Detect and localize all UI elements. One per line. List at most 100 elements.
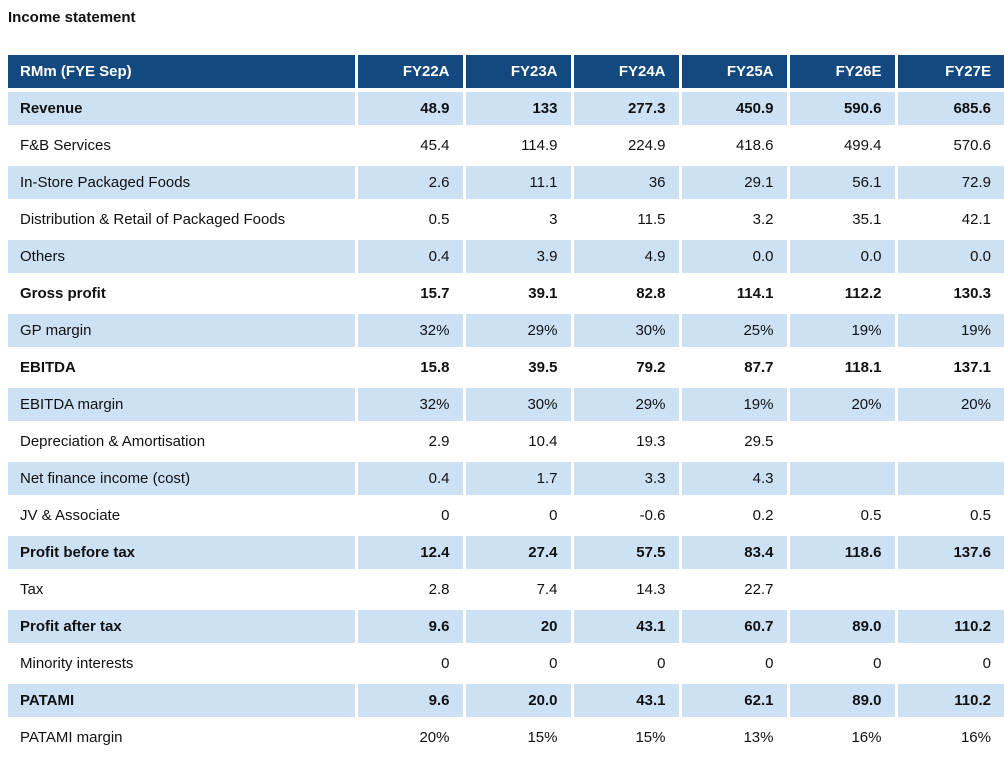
cell-value: 110.2 <box>894 682 1004 721</box>
table-row: Revenue 48.9 133 277.3 450.9 590.6 685.6 <box>8 90 1004 129</box>
cell-value: 0 <box>354 645 464 684</box>
cell-value: 20.0 <box>462 682 572 721</box>
cell-value: 0 <box>678 645 788 684</box>
cell-value: 16% <box>894 719 1004 758</box>
cell-value: 29% <box>570 386 680 425</box>
cell-value: 114.1 <box>678 275 788 314</box>
row-label: Minority interests <box>8 645 356 684</box>
row-label: GP margin <box>8 312 356 351</box>
cell-value <box>894 460 1004 499</box>
table-row: Profit before tax 12.4 27.4 57.5 83.4 118.6 13… <box>8 534 1004 573</box>
cell-value: 42.1 <box>894 201 1004 240</box>
cell-value: 0.4 <box>354 460 464 499</box>
cell-value: 0 <box>786 645 896 684</box>
row-label: Others <box>8 238 356 277</box>
cell-value: 57.5 <box>570 534 680 573</box>
cell-value: 133 <box>462 90 572 129</box>
cell-value: 10.4 <box>462 423 572 462</box>
column-header: FY25A <box>678 55 788 92</box>
cell-value: 89.0 <box>786 682 896 721</box>
cell-value: 20% <box>894 386 1004 425</box>
cell-value: 0.5 <box>354 201 464 240</box>
table-row: In-Store Packaged Foods 2.6 11.1 36 29.1 56.1… <box>8 164 1004 203</box>
cell-value: 15% <box>570 719 680 758</box>
table-row: F&B Services 45.4 114.9 224.9 418.6 499.4 570.… <box>8 127 1004 166</box>
cell-value: 0 <box>354 497 464 536</box>
cell-value: 43.1 <box>570 682 680 721</box>
cell-value: 20% <box>786 386 896 425</box>
cell-value: 450.9 <box>678 90 788 129</box>
cell-value: 19.3 <box>570 423 680 462</box>
cell-value: 32% <box>354 386 464 425</box>
row-label: Distribution & Retail of Packaged Foods <box>8 201 356 240</box>
cell-value: 1.7 <box>462 460 572 499</box>
cell-value: 11.5 <box>570 201 680 240</box>
row-label: Profit before tax <box>8 534 356 573</box>
cell-value: 11.1 <box>462 164 572 203</box>
cell-value: 137.1 <box>894 349 1004 388</box>
cell-value: 83.4 <box>678 534 788 573</box>
table-row: Gross profit 15.7 39.1 82.8 114.1 112.2 130.3 <box>8 275 1004 314</box>
cell-value: 0 <box>894 645 1004 684</box>
cell-value: 19% <box>894 312 1004 351</box>
cell-value: 15% <box>462 719 572 758</box>
cell-value: 72.9 <box>894 164 1004 203</box>
cell-value: 25% <box>678 312 788 351</box>
column-header: FY27E <box>894 55 1004 92</box>
cell-value: 0 <box>570 645 680 684</box>
table-row: Profit after tax 9.6 20 43.1 60.7 89.0 110.2 <box>8 608 1004 647</box>
cell-value: 15.7 <box>354 275 464 314</box>
cell-value <box>894 423 1004 462</box>
row-label: JV & Associate <box>8 497 356 536</box>
cell-value: 12.4 <box>354 534 464 573</box>
row-label: Gross profit <box>8 275 356 314</box>
table-row: Depreciation & Amortisation 2.9 10.4 19.3 29… <box>8 423 1004 462</box>
table-row: EBITDA 15.8 39.5 79.2 87.7 118.1 137.1 <box>8 349 1004 388</box>
cell-value: 110.2 <box>894 608 1004 647</box>
cell-value: 29% <box>462 312 572 351</box>
table-row: GP margin 32% 29% 30% 25% 19% 19% <box>8 312 1004 351</box>
cell-value: 30% <box>570 312 680 351</box>
cell-value: 0 <box>462 645 572 684</box>
table-header: RMm (FYE Sep) FY22A FY23A FY24A FY25A FY26E FY… <box>8 55 1004 92</box>
cell-value: 87.7 <box>678 349 788 388</box>
cell-value: 3 <box>462 201 572 240</box>
cell-value: 3.2 <box>678 201 788 240</box>
cell-value: 35.1 <box>786 201 896 240</box>
income-statement-table: RMm (FYE Sep) FY22A FY23A FY24A FY25A FY26E FY… <box>8 55 1004 758</box>
table-row: Minority interests 0 0 0 0 0 0 <box>8 645 1004 684</box>
cell-value: 137.6 <box>894 534 1004 573</box>
cell-value: 62.1 <box>678 682 788 721</box>
table-header-row: RMm (FYE Sep) FY22A FY23A FY24A FY25A FY26E FY… <box>8 55 1004 92</box>
row-label-column-header: RMm (FYE Sep) <box>8 55 356 92</box>
cell-value: 48.9 <box>354 90 464 129</box>
cell-value: 20 <box>462 608 572 647</box>
cell-value: 20% <box>354 719 464 758</box>
cell-value: -0.6 <box>570 497 680 536</box>
cell-value: 0.4 <box>354 238 464 277</box>
table-row: PATAMI 9.6 20.0 43.1 62.1 89.0 110.2 <box>8 682 1004 721</box>
cell-value: 79.2 <box>570 349 680 388</box>
cell-value: 2.9 <box>354 423 464 462</box>
cell-value: 7.4 <box>462 571 572 610</box>
cell-value: 16% <box>786 719 896 758</box>
column-header: FY24A <box>570 55 680 92</box>
row-label: Revenue <box>8 90 356 129</box>
cell-value <box>786 460 896 499</box>
cell-value: 43.1 <box>570 608 680 647</box>
cell-value: 60.7 <box>678 608 788 647</box>
cell-value: 0.5 <box>894 497 1004 536</box>
cell-value: 0.0 <box>678 238 788 277</box>
cell-value: 570.6 <box>894 127 1004 166</box>
cell-value: 4.9 <box>570 238 680 277</box>
cell-value: 32% <box>354 312 464 351</box>
cell-value: 118.1 <box>786 349 896 388</box>
cell-value: 13% <box>678 719 788 758</box>
table-row: PATAMI margin 20% 15% 15% 13% 16% 16% <box>8 719 1004 758</box>
table-row: Distribution & Retail of Packaged Foods 0… <box>8 201 1004 240</box>
cell-value: 685.6 <box>894 90 1004 129</box>
cell-value: 3.3 <box>570 460 680 499</box>
cell-value: 130.3 <box>894 275 1004 314</box>
row-label: In-Store Packaged Foods <box>8 164 356 203</box>
